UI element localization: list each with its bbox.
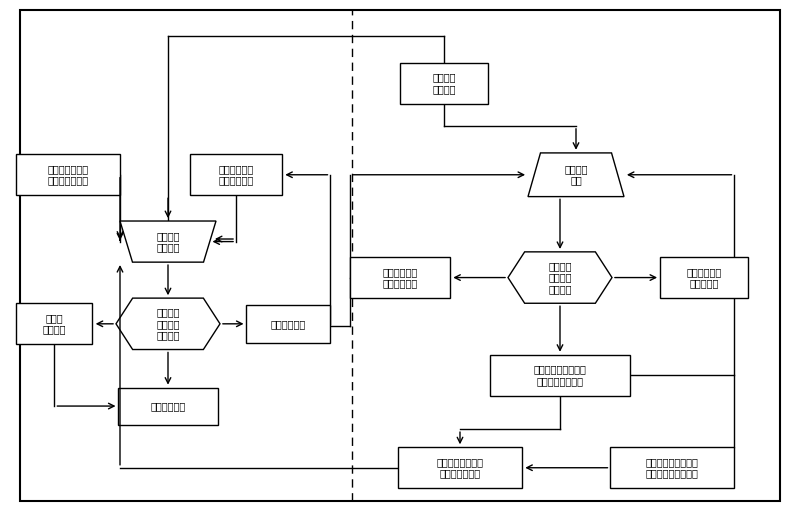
Polygon shape [528,153,624,196]
Text: 多功能
显控单元: 多功能 显控单元 [42,313,66,335]
Bar [660,257,748,298]
Bar [400,63,488,104]
Bar [246,304,330,343]
Text: 飞行控制系统: 飞行控制系统 [150,401,186,411]
Text: 根据仿真结果修改并
返回如下飞行计划: 根据仿真结果修改并 返回如下飞行计划 [534,364,586,386]
Bar [17,303,93,344]
Bar [16,154,120,195]
Text: 飞行人员修改并返
回实际飞行计划: 飞行人员修改并返 回实际飞行计划 [437,457,483,479]
Text: 制定实际
飞行计划: 制定实际 飞行计划 [156,231,180,252]
Text: 飞管计算机内
置导航数据库: 飞管计算机内 置导航数据库 [218,164,254,186]
Text: 评估飞行
计划: 评估飞行 计划 [564,164,588,186]
Text: 大屏分窗式电
子飞行仪表: 大屏分窗式电 子飞行仪表 [686,267,722,288]
Bar [190,154,282,195]
Bar [398,447,522,488]
Text: 电子飞行仪表: 电子飞行仪表 [270,319,306,329]
Text: 进行导航
计算实施
引导管理: 进行导航 计算实施 引导管理 [156,307,180,340]
Text: 进行仿真
模拟实施
评估分析: 进行仿真 模拟实施 评估分析 [548,261,572,294]
Text: 飞行人员返回评估飞
行计划继续进行评估: 飞行人员返回评估飞 行计划继续进行评估 [646,457,698,479]
Bar [118,388,218,425]
Bar [610,447,734,488]
Bar [490,355,630,396]
Text: 外部的便携式
民用显示终端: 外部的便携式 民用显示终端 [382,267,418,288]
Bar [350,257,450,298]
Text: 飞管计算机内置
飞机性能数据库: 飞管计算机内置 飞机性能数据库 [47,164,89,186]
Polygon shape [508,252,612,303]
Text: 拷贝实际
飞行计划: 拷贝实际 飞行计划 [432,72,456,94]
Polygon shape [120,221,216,262]
Polygon shape [116,298,220,350]
